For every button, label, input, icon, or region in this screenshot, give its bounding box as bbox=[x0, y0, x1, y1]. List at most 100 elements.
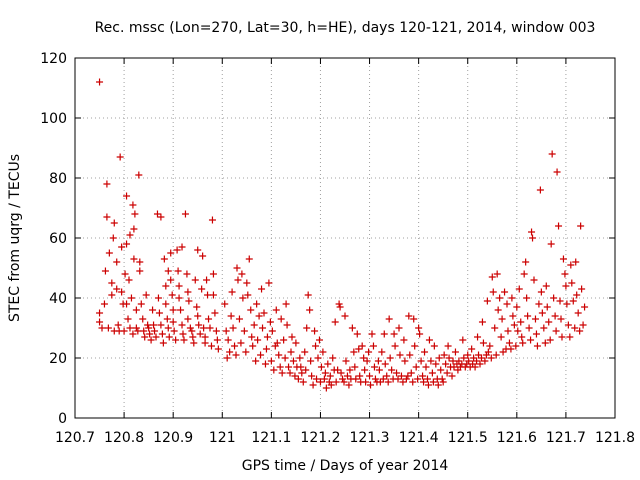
data-point bbox=[524, 312, 532, 320]
data-point bbox=[471, 363, 479, 371]
data-point bbox=[509, 312, 517, 320]
data-point bbox=[537, 288, 545, 296]
data-point bbox=[451, 348, 459, 356]
data-point bbox=[123, 192, 131, 200]
data-point bbox=[444, 342, 452, 350]
data-point bbox=[337, 369, 345, 377]
data-point bbox=[155, 309, 163, 317]
data-point bbox=[378, 348, 386, 356]
data-point bbox=[528, 228, 536, 236]
data-point bbox=[562, 282, 570, 290]
data-point bbox=[239, 294, 247, 302]
data-point bbox=[415, 324, 423, 332]
y-tick-label: 0 bbox=[58, 411, 67, 427]
data-point bbox=[129, 201, 137, 209]
data-point bbox=[175, 294, 183, 302]
data-point bbox=[200, 324, 208, 332]
data-point bbox=[181, 210, 189, 218]
data-point bbox=[136, 258, 144, 266]
data-point bbox=[557, 315, 565, 323]
data-point bbox=[108, 279, 116, 287]
data-point bbox=[411, 342, 419, 350]
data-point bbox=[285, 363, 293, 371]
data-point bbox=[222, 327, 230, 335]
data-point bbox=[390, 330, 398, 338]
data-point bbox=[365, 348, 373, 356]
data-point bbox=[174, 267, 182, 275]
data-point bbox=[517, 318, 525, 326]
x-tick-labels: 120.7 120.8 120.9 121 121.1 121.2 121.3 121.4 12… bbox=[55, 430, 635, 446]
data-point bbox=[381, 360, 389, 368]
data-point bbox=[145, 324, 153, 332]
data-point bbox=[556, 297, 564, 305]
data-point bbox=[129, 330, 137, 338]
data-point bbox=[309, 381, 317, 389]
data-point bbox=[238, 270, 246, 278]
y-tick-label: 100 bbox=[40, 111, 67, 127]
data-point bbox=[406, 351, 414, 359]
data-point bbox=[265, 279, 273, 287]
x-tick-label: 121.4 bbox=[399, 430, 439, 446]
data-point bbox=[146, 330, 154, 338]
data-point bbox=[476, 360, 484, 368]
data-point bbox=[195, 321, 203, 329]
data-point bbox=[449, 357, 457, 365]
data-point bbox=[324, 360, 332, 368]
data-point bbox=[249, 342, 257, 350]
data-point bbox=[546, 336, 554, 344]
data-point bbox=[294, 375, 302, 383]
data-point bbox=[167, 249, 175, 257]
data-point bbox=[250, 321, 258, 329]
data-point bbox=[481, 357, 489, 365]
data-point bbox=[367, 381, 375, 389]
data-point bbox=[385, 315, 393, 323]
data-point bbox=[205, 315, 213, 323]
data-point bbox=[542, 282, 550, 290]
data-point bbox=[175, 282, 183, 290]
data-point bbox=[125, 276, 133, 284]
data-point bbox=[513, 303, 521, 311]
data-point bbox=[137, 300, 145, 308]
data-point bbox=[487, 354, 495, 362]
y-tick-label: 120 bbox=[40, 51, 67, 67]
data-point bbox=[416, 330, 424, 338]
data-point bbox=[380, 330, 388, 338]
data-point bbox=[296, 354, 304, 362]
data-point bbox=[383, 372, 391, 380]
data-point bbox=[184, 288, 192, 296]
data-point bbox=[491, 324, 499, 332]
data-point bbox=[407, 369, 415, 377]
data-point bbox=[331, 318, 339, 326]
data-point bbox=[170, 327, 178, 335]
data-point bbox=[259, 324, 267, 332]
data-point bbox=[341, 312, 349, 320]
data-point bbox=[555, 222, 563, 230]
data-point bbox=[267, 357, 275, 365]
x-tick-label: 120.8 bbox=[104, 430, 144, 446]
data-point bbox=[492, 351, 500, 359]
data-point bbox=[301, 348, 309, 356]
data-point bbox=[114, 321, 122, 329]
data-point bbox=[486, 342, 494, 350]
data-point bbox=[167, 276, 175, 284]
data-point bbox=[566, 333, 574, 341]
data-point bbox=[533, 342, 541, 350]
data-point bbox=[289, 357, 297, 365]
data-point bbox=[368, 330, 376, 338]
x-tick-label: 120.9 bbox=[153, 430, 193, 446]
data-point bbox=[327, 381, 335, 389]
data-point bbox=[287, 348, 295, 356]
data-point bbox=[396, 351, 404, 359]
data-point bbox=[320, 375, 328, 383]
data-point bbox=[203, 276, 211, 284]
data-point bbox=[104, 324, 112, 332]
data-point bbox=[189, 333, 197, 341]
data-point bbox=[395, 324, 403, 332]
data-point bbox=[209, 291, 217, 299]
data-point bbox=[422, 363, 430, 371]
data-point bbox=[103, 213, 111, 221]
data-point bbox=[329, 354, 337, 362]
y-tick-label: 20 bbox=[49, 351, 67, 367]
data-point bbox=[191, 276, 199, 284]
